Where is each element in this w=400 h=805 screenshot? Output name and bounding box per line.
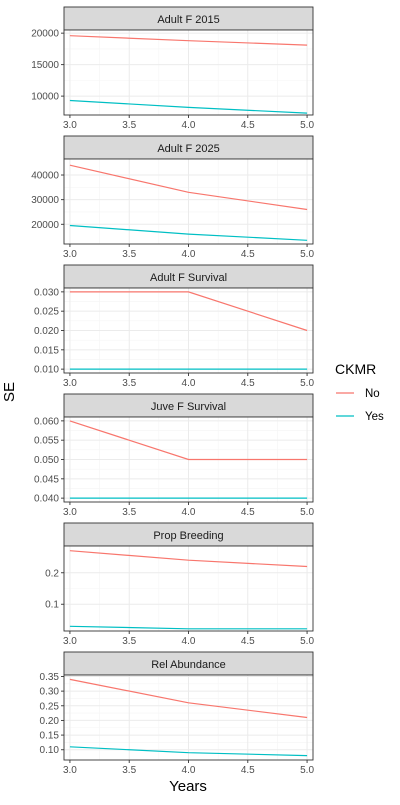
facet-title: Juve F Survival — [151, 401, 226, 413]
panel-border — [63, 158, 314, 245]
series-line-yes — [69, 224, 308, 241]
facet-title: Rel Abundance — [151, 659, 226, 671]
x-tick-label: 3.0 — [63, 120, 77, 131]
y-tick-label: 30000 — [31, 195, 59, 206]
y-tick-label: 0.10 — [40, 745, 60, 756]
series-line-yes — [69, 99, 308, 114]
y-tick-label: 15000 — [31, 60, 59, 71]
x-tick-label: 4.0 — [182, 249, 196, 260]
legend-label-no: No — [365, 388, 380, 400]
y-tick-label: 20000 — [31, 220, 59, 231]
x-tick-label: 3.0 — [63, 765, 77, 776]
x-tick-label: 4.0 — [182, 378, 196, 389]
x-tick-label: 3.5 — [122, 378, 136, 389]
facet-panel: Adult F Survival 3.0 3.5 4.0 4.5 5.0 0.010 0.01… — [34, 264, 314, 389]
x-tick-label: 5.0 — [300, 120, 314, 131]
panel-border — [63, 416, 314, 503]
x-tick-label: 3.0 — [63, 636, 77, 647]
y-tick-label: 0.30 — [40, 687, 60, 698]
y-tick-label: 0.020 — [34, 326, 59, 337]
y-tick-label: 10000 — [31, 92, 59, 103]
x-tick-label: 4.5 — [241, 636, 255, 647]
x-tick-label: 3.5 — [122, 765, 136, 776]
x-tick-label: 3.0 — [63, 507, 77, 518]
y-tick-label: 0.1 — [45, 600, 59, 611]
y-tick-label: 0.2 — [45, 568, 59, 579]
panel-border — [63, 674, 314, 761]
x-tick-label: 5.0 — [300, 249, 314, 260]
series-line-no — [69, 678, 308, 719]
facet-panel: Adult F 2015 3.0 3.5 4.0 4.5 5.0 10000 15000 200… — [31, 6, 314, 131]
x-tick-label: 4.5 — [241, 120, 255, 131]
x-tick-label: 4.0 — [182, 636, 196, 647]
panel-border — [63, 287, 314, 374]
y-axis-title: SE — [1, 382, 18, 402]
x-tick-label: 4.0 — [182, 765, 196, 776]
facet-panel: Prop Breeding 3.0 3.5 4.0 4.5 5.0 0.1 0.2 — [45, 522, 314, 647]
y-tick-label: 40000 — [31, 171, 59, 182]
series-line-yes — [69, 625, 308, 630]
y-tick-label: 0.25 — [40, 701, 60, 712]
x-tick-label: 5.0 — [300, 378, 314, 389]
facet-title: Adult F 2025 — [157, 143, 219, 155]
y-tick-label: 0.20 — [40, 716, 60, 727]
y-tick-label: 0.35 — [40, 672, 60, 683]
x-tick-label: 5.0 — [300, 507, 314, 518]
y-tick-label: 0.015 — [34, 345, 59, 356]
x-tick-label: 3.0 — [63, 249, 77, 260]
y-tick-label: 0.010 — [34, 365, 59, 376]
x-tick-label: 5.0 — [300, 765, 314, 776]
x-tick-label: 4.5 — [241, 765, 255, 776]
series-line-no — [69, 550, 308, 568]
x-tick-label: 5.0 — [300, 636, 314, 647]
y-tick-label: 20000 — [31, 29, 59, 40]
facet-panels: Adult F 2015 3.0 3.5 4.0 4.5 5.0 10000 15000 200… — [31, 6, 314, 776]
y-tick-label: 0.045 — [34, 474, 59, 485]
x-tick-label: 4.5 — [241, 249, 255, 260]
y-tick-label: 0.050 — [34, 455, 59, 466]
facet-panel: Rel Abundance 3.0 3.5 4.0 4.5 5.0 0.10 0.15 0.20… — [40, 651, 314, 776]
x-tick-label: 4.5 — [241, 507, 255, 518]
y-tick-label: 0.15 — [40, 731, 60, 742]
legend-label-yes: Yes — [365, 411, 384, 423]
x-axis-title: Years — [169, 778, 207, 795]
legend-title: CKMR — [335, 361, 376, 377]
x-tick-label: 4.0 — [182, 120, 196, 131]
series-line-no — [69, 420, 308, 461]
x-tick-label: 3.5 — [122, 249, 136, 260]
x-tick-label: 4.0 — [182, 507, 196, 518]
series-line-yes — [69, 746, 308, 757]
x-tick-label: 3.5 — [122, 120, 136, 131]
y-tick-label: 0.055 — [34, 436, 59, 447]
y-tick-label: 0.030 — [34, 287, 59, 298]
legend: CKMR No Yes — [335, 361, 384, 423]
facet-title: Adult F Survival — [150, 272, 227, 284]
y-tick-label: 0.040 — [34, 494, 59, 505]
facet-panel: Adult F 2025 3.0 3.5 4.0 4.5 5.0 20000 30000 400… — [31, 135, 314, 260]
facet-title: Adult F 2015 — [157, 14, 219, 26]
x-tick-label: 4.5 — [241, 378, 255, 389]
panel-border — [63, 29, 314, 116]
series-line-no — [69, 35, 308, 46]
facet-title: Prop Breeding — [153, 530, 223, 542]
facet-panel: Juve F Survival 3.0 3.5 4.0 4.5 5.0 0.040 0.045… — [34, 393, 314, 518]
panel-border — [63, 545, 314, 632]
series-line-no — [69, 164, 308, 211]
series-line-no — [69, 291, 308, 332]
x-tick-label: 3.5 — [122, 507, 136, 518]
x-tick-label: 3.0 — [63, 378, 77, 389]
y-tick-label: 0.025 — [34, 307, 59, 318]
x-tick-label: 3.5 — [122, 636, 136, 647]
y-tick-label: 0.060 — [34, 416, 59, 427]
